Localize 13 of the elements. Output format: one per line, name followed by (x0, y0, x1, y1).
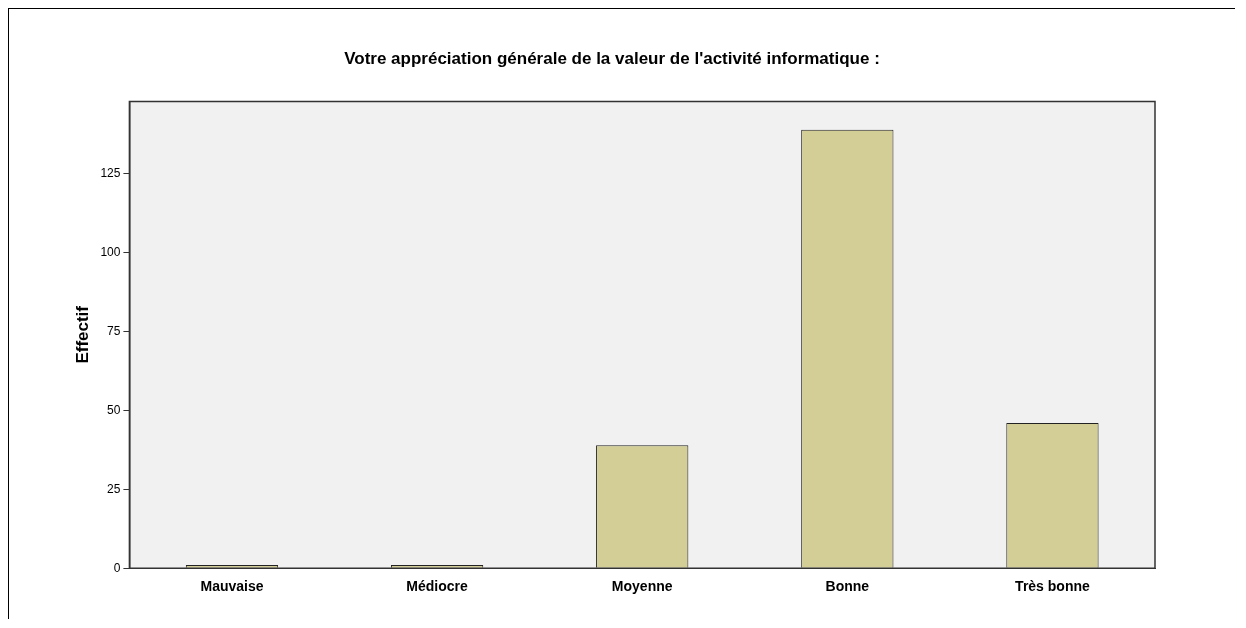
x-tick-label: Très bonne (1015, 578, 1090, 595)
y-axis-title: Effectif (72, 305, 92, 364)
y-tick-label: 75 (107, 323, 121, 338)
y-tick-label: 0 (113, 560, 121, 575)
x-tick-label: Médiocre (406, 578, 469, 595)
y-tick-label: 125 (100, 166, 121, 181)
x-tick-label: Mauvaise (200, 578, 264, 595)
y-tick-label: 50 (107, 402, 121, 417)
x-tick-label: Bonne (825, 578, 870, 595)
x-tick-label: Moyenne (611, 578, 673, 595)
chart-title: Votre appréciation générale de la valeur de l'activité informatique : (344, 48, 880, 68)
y-tick-label: 25 (107, 481, 121, 496)
y-tick-label: 100 (100, 245, 121, 260)
